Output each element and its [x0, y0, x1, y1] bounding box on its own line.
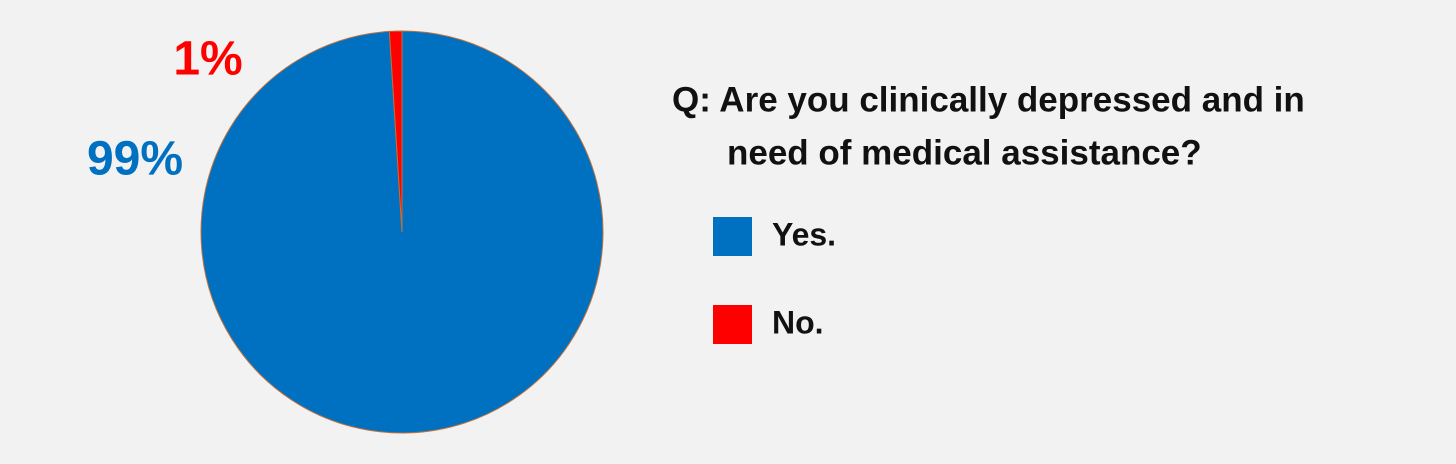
- legend-label: No.: [772, 304, 824, 340]
- chart-title: need of medical assistance?: [727, 133, 1202, 172]
- data-label: 1%: [173, 33, 242, 86]
- pie-slice: [388, 30, 403, 233]
- chart-title: Q: Are you clinically depressed and in: [672, 80, 1305, 119]
- data-label: 99%: [87, 133, 183, 186]
- legend-swatch: [713, 305, 752, 344]
- legend-label: Yes.: [772, 216, 836, 252]
- legend-swatch: [713, 217, 752, 256]
